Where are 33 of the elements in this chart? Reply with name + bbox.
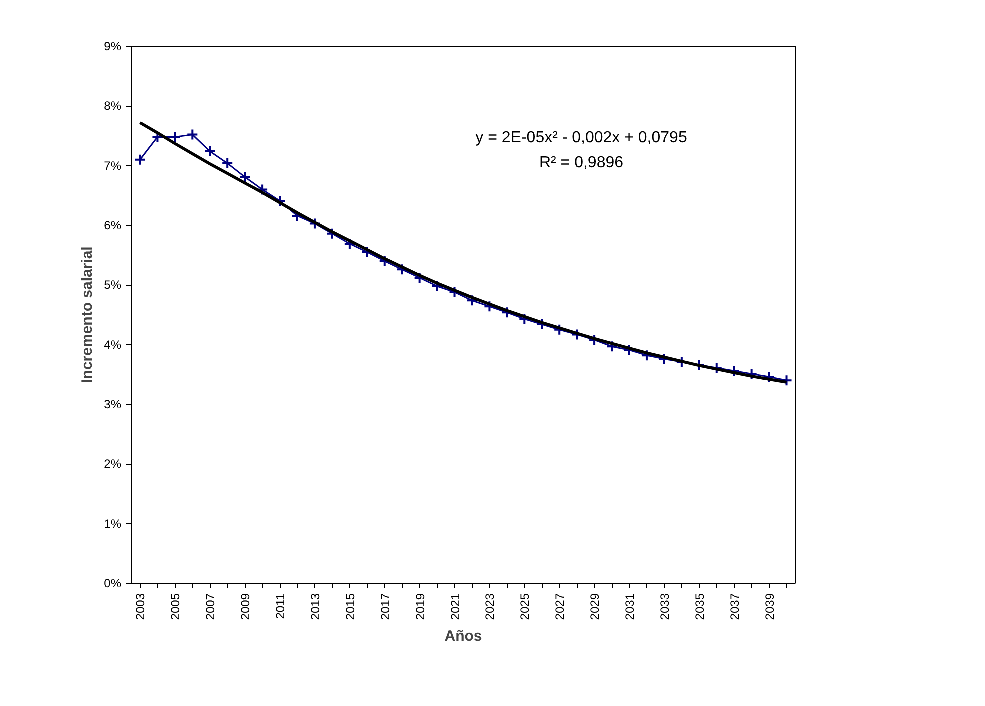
y-tick-label: 6% [104,218,122,232]
y-tick-label: 1% [104,516,122,531]
y-tick-label: 2% [104,457,122,472]
x-tick-label: 2019 [413,593,428,620]
x-tick-label: 2015 [343,593,358,620]
x-tick-label: 2017 [378,593,392,620]
y-tick-label: 5% [104,278,122,292]
x-tick-label: 2031 [623,593,637,620]
annotation: y = 2E-05x² - 0,002x + 0,0795 [476,130,688,146]
y-tick-label: 4% [104,338,122,352]
y-tick-label: 3% [104,398,122,412]
x-tick-label: 2023 [483,593,498,620]
x-axis-title: Años [444,628,482,646]
y-tick-label: 9% [104,40,122,54]
y-tick-label: 0% [104,576,122,590]
x-tick-label: 2029 [588,593,602,620]
x-tick-label: 2009 [238,593,253,620]
y-tick-label: 7% [104,158,122,173]
x-tick-label: 2037 [728,593,742,620]
y-axis-title: Incremento salarial [79,246,96,384]
x-tick-label: 2039 [762,593,777,620]
x-tick-label: 2025 [518,593,532,620]
x-tick-label: 2011 [274,593,288,620]
annotation: R² = 0,9896 [539,154,624,172]
y-tick-label: 8% [104,99,122,114]
x-tick-label: 2021 [448,593,462,620]
x-tick-label: 2005 [168,593,183,620]
x-tick-label: 2027 [553,593,568,620]
x-tick-label: 2033 [658,593,672,620]
x-tick-label: 2007 [204,593,218,620]
x-tick-label: 2013 [308,593,322,620]
x-tick-label: 2035 [692,593,707,620]
x-tick-label: 2003 [134,593,148,620]
